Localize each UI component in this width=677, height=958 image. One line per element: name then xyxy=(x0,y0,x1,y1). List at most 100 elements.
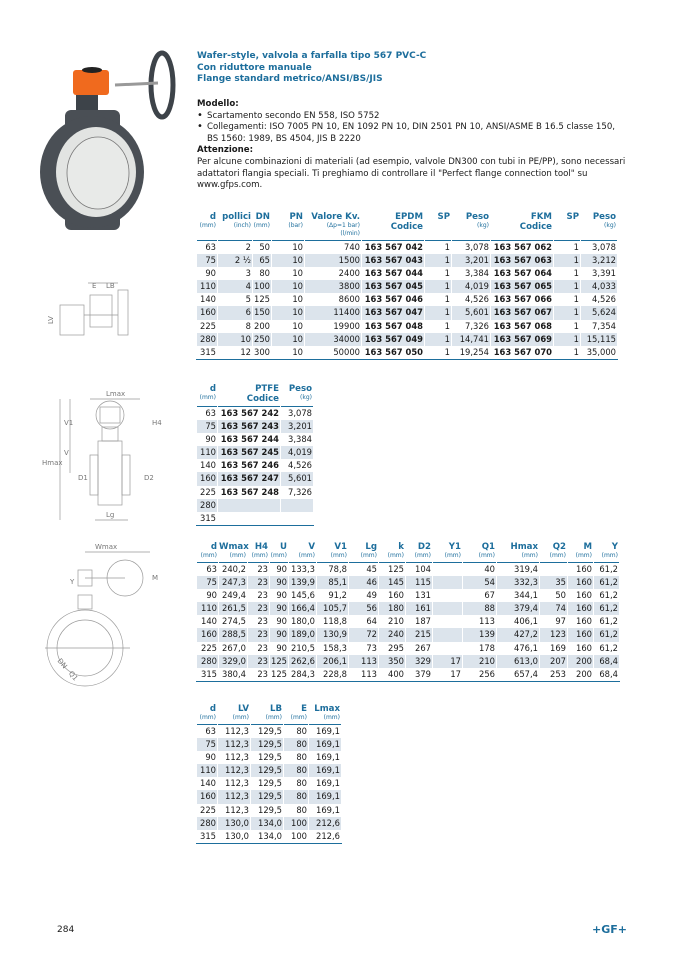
table-cell: 169,1 xyxy=(316,778,340,789)
table-cell: 5,624 xyxy=(581,306,617,320)
table-cell: 160 xyxy=(197,790,217,804)
table-cell: 17 xyxy=(450,668,461,679)
table-cell: 315 xyxy=(200,830,216,841)
table-cell: 206,1 xyxy=(317,654,348,668)
table-cell: 145 xyxy=(379,576,405,590)
dim-label: V xyxy=(64,449,69,457)
header-unit: (mm) xyxy=(444,552,461,559)
table-cell: 4,526 xyxy=(465,294,489,305)
dim-label: Y xyxy=(69,578,75,586)
table-row: 110 4 100 10 3800 163 567 045 1 4,019 163 567 06… xyxy=(197,280,617,294)
header-label: pollici xyxy=(222,212,251,222)
table-cell: 90 xyxy=(276,590,287,601)
table-cell: 14,741 xyxy=(452,332,490,346)
table-cell: 91,2 xyxy=(328,590,347,601)
table-cell: 140 xyxy=(200,460,216,471)
table-cell: 130,9 xyxy=(317,628,348,642)
attention-text: Per alcune combinazioni di materiali (ad… xyxy=(197,156,626,191)
table-row: 63 240,2 23 90 133,3 78,8 45 125 104 40 319,4 160 61… xyxy=(197,562,619,576)
table-cell: 80 xyxy=(284,724,308,738)
table-row: 90 112,3 129,5 80 169,1 xyxy=(197,751,341,764)
table-cell: 189,0 xyxy=(289,628,316,642)
table-cell: 75 xyxy=(197,576,218,590)
header-label: M xyxy=(583,542,592,552)
table-cell: 267,0 xyxy=(222,642,246,653)
table-cell: 261,5 xyxy=(219,602,247,616)
table-cell: 61,2 xyxy=(594,576,619,590)
table-cell: 23 xyxy=(248,576,269,590)
table-cell: 329 xyxy=(406,654,432,668)
table-row: 75 112,3 129,5 80 169,1 xyxy=(197,738,341,752)
table-cell: 80 xyxy=(284,764,308,778)
table-row: 90 3 80 10 2400 163 567 044 1 3,384 163 567 064 1… xyxy=(197,267,617,280)
table-cell: 134,0 xyxy=(251,816,283,830)
table-cell: 118,8 xyxy=(323,616,347,627)
header-label: H4 xyxy=(254,542,268,552)
table-cell xyxy=(433,628,462,642)
table-cell: 50 xyxy=(253,240,271,254)
table-cell: 163 567 069 xyxy=(491,332,553,346)
table-row: 225 163 567 248 7,326 xyxy=(197,486,313,499)
table-cell: 315 xyxy=(200,512,216,523)
table-cell: 7,354 xyxy=(592,320,616,331)
table-cell: 19900 xyxy=(333,320,360,331)
table-cell: 129,5 xyxy=(251,764,283,778)
header-unit: (mm) xyxy=(298,552,315,559)
dim-label: Wmax xyxy=(95,543,117,551)
table-row: 75 163 567 243 3,201 xyxy=(197,420,313,434)
table-cell: 63 xyxy=(197,240,217,254)
table-cell: 35,000 xyxy=(586,346,616,357)
table-cell: 178 xyxy=(479,642,495,653)
header-unit: (mm) xyxy=(414,552,431,559)
table-cell: 315 xyxy=(201,668,217,679)
table-cell: 319,4 xyxy=(497,562,539,576)
column-header: Q1 (mm) xyxy=(463,542,496,562)
header-unit: (mm) xyxy=(253,222,270,229)
column-header: M (mm) xyxy=(568,542,593,562)
table-cell: 380,4 xyxy=(222,668,246,679)
table-cell: 169,1 xyxy=(309,724,341,738)
table-cell: 125 xyxy=(271,668,287,679)
table-cell: 274,5 xyxy=(222,616,246,627)
table-cell: 112,3 xyxy=(218,764,250,778)
table-cell: 61,2 xyxy=(594,562,619,576)
gf-logo: +GF+ xyxy=(592,923,627,936)
table-cell: 163 567 065 xyxy=(491,280,553,294)
table-cell: 75 xyxy=(197,254,217,268)
table-cell: 67 xyxy=(484,590,495,601)
column-header: Lg (mm) xyxy=(349,542,378,562)
header-unit: (kg) xyxy=(300,394,312,401)
table-cell: 46 xyxy=(349,576,378,590)
ptfe-table: d (mm) PTFE Codice Peso (kg) 63 163 567 242 3,07… xyxy=(196,384,314,526)
table-row: 225 112,3 129,5 80 169,1 xyxy=(197,804,341,817)
table-cell: 23 xyxy=(257,642,268,653)
column-header: U (mm) xyxy=(270,542,288,562)
table-cell xyxy=(433,576,462,590)
dim-label: H4 xyxy=(152,419,162,427)
codes-table: d (mm) pollici (inch) DN (mm) PN (bar) Valore Kv… xyxy=(196,212,618,360)
table-cell: 15,115 xyxy=(581,332,617,346)
table-cell: 180,0 xyxy=(291,616,315,627)
table-cell: 163 567 068 xyxy=(493,320,552,331)
column-header: d (mm) xyxy=(197,212,217,240)
table-cell: 139,9 xyxy=(289,576,316,590)
table-cell: 134,0 xyxy=(258,830,282,841)
page-number: 284 xyxy=(57,925,75,935)
table-cell: 10 xyxy=(272,240,304,254)
table-cell xyxy=(281,512,313,525)
table-cell: 1 xyxy=(444,268,450,279)
table-cell: 379 xyxy=(415,668,431,679)
table-cell: 49 xyxy=(366,590,377,601)
table-cell: 1 xyxy=(425,306,451,320)
table-cell: 329,0 xyxy=(219,654,247,668)
table-cell: 133,3 xyxy=(289,562,316,576)
table-cell: 5,601 xyxy=(281,472,313,486)
table-cell: 212,6 xyxy=(309,816,341,830)
header-label: d xyxy=(210,542,217,552)
side-view-drawing: Lmax H4 V1 Hmax V D1 D2 Lg xyxy=(42,390,162,521)
table-cell: 1 xyxy=(425,240,451,254)
table-cell: 80 xyxy=(284,738,308,752)
table-cell: 350 xyxy=(379,654,405,668)
column-header: Q2 (mm) xyxy=(540,542,567,562)
table-cell: 280 xyxy=(197,498,217,512)
